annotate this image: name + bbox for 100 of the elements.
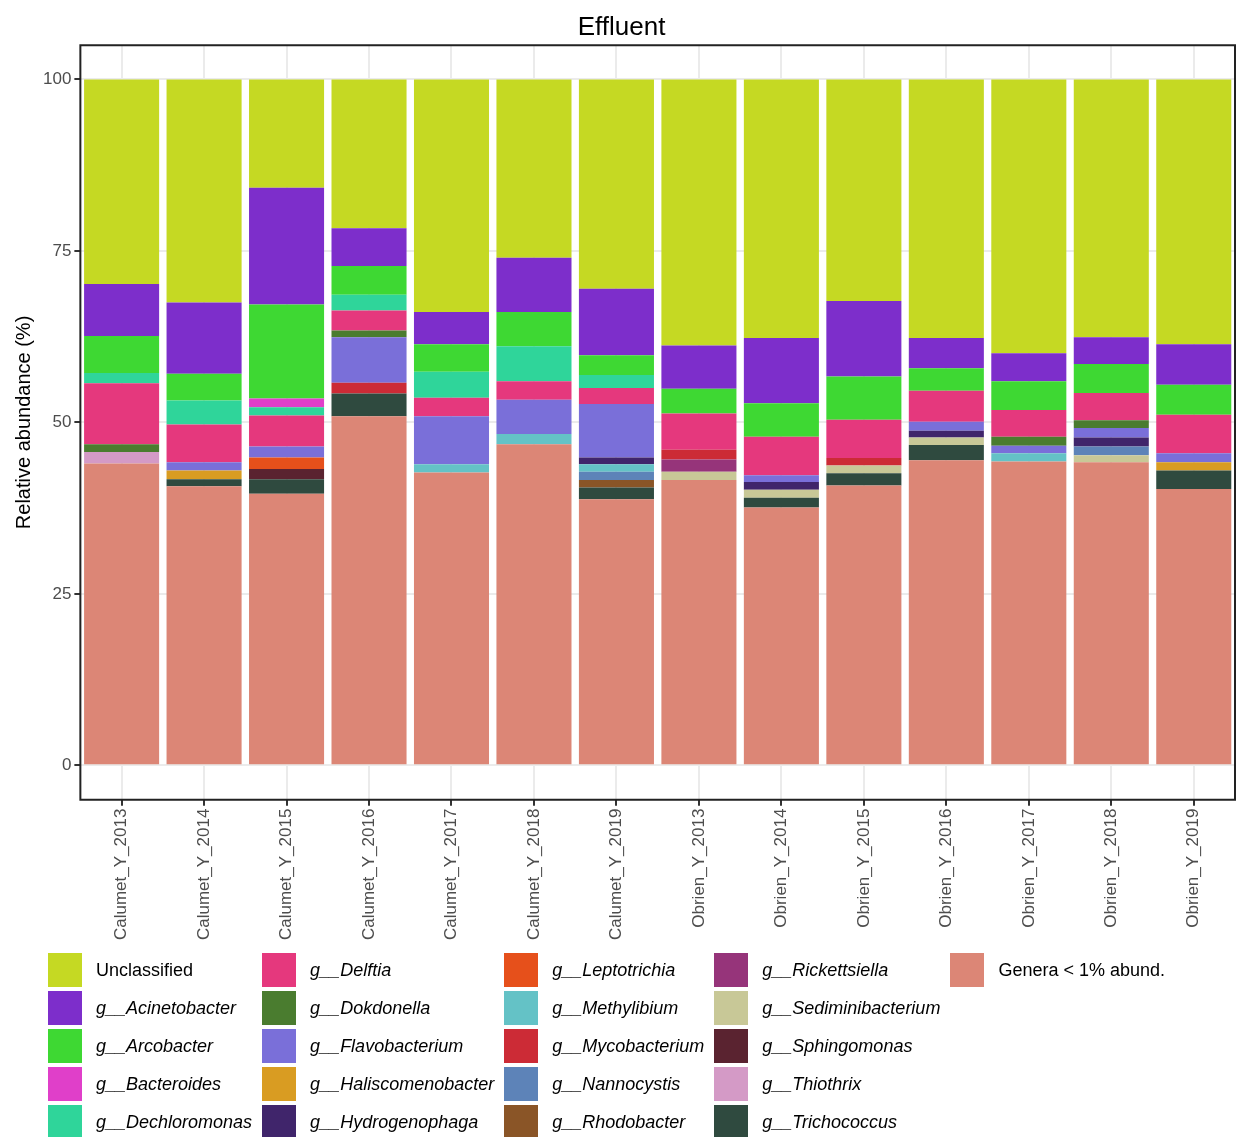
bar — [84, 373, 160, 384]
legend-label: g__Rhodobacter — [552, 1111, 686, 1133]
bar — [249, 407, 325, 416]
bar — [661, 413, 737, 450]
bar — [496, 381, 572, 400]
bar — [578, 288, 654, 356]
bar — [991, 410, 1067, 437]
bar — [331, 294, 407, 311]
legend-label: g__Trichococcus — [762, 1111, 898, 1133]
bar — [496, 312, 572, 347]
bar — [826, 473, 902, 486]
x-tick-label: Obrien_Y_2014 — [771, 808, 791, 928]
bar — [1156, 462, 1232, 471]
bar — [1156, 453, 1232, 463]
bar — [661, 79, 737, 346]
x-tick-label: Obrien_Y_2019 — [1183, 808, 1203, 928]
x-tick-label: Obrien_Y_2018 — [1100, 808, 1120, 928]
bar — [496, 434, 572, 445]
legend-label: Genera < 1% abund. — [998, 959, 1165, 981]
bar — [249, 415, 325, 447]
bar — [84, 283, 160, 336]
bar — [1156, 79, 1232, 345]
legend-label: Unclassified — [96, 959, 194, 981]
bar — [826, 301, 902, 377]
bar — [84, 463, 160, 765]
y-tick-label: 75 — [52, 240, 72, 260]
bar — [908, 445, 984, 461]
bar — [578, 457, 654, 465]
bar — [826, 485, 902, 765]
bar — [743, 79, 819, 339]
bar — [331, 310, 407, 331]
bar — [991, 445, 1067, 454]
bar — [578, 375, 654, 389]
bar — [166, 424, 242, 463]
bar — [331, 337, 407, 383]
x-tick-label: Obrien_Y_2013 — [688, 808, 708, 928]
bar — [1073, 337, 1149, 365]
bar — [1073, 427, 1149, 438]
bar — [908, 390, 984, 422]
bar — [661, 471, 737, 481]
bar — [991, 353, 1067, 382]
bar — [166, 470, 242, 480]
bar — [166, 373, 242, 401]
x-tick-label: Calumet_Y_2019 — [606, 808, 626, 941]
bar — [908, 79, 984, 339]
bar — [991, 453, 1067, 462]
bar — [1073, 446, 1149, 456]
bar — [166, 302, 242, 374]
bar — [413, 472, 490, 765]
bar — [331, 393, 407, 417]
bar — [578, 499, 654, 765]
y-tick-label: 0 — [61, 755, 72, 775]
legend-label: g__Sphingomonas — [762, 1035, 913, 1057]
bar — [249, 187, 325, 305]
legend-label: g__Delftia — [310, 959, 392, 981]
bar — [991, 436, 1067, 446]
bar — [249, 398, 325, 408]
bar — [249, 493, 325, 765]
legend-label: g__Nannocystis — [552, 1073, 681, 1095]
bar — [1156, 384, 1232, 415]
bar — [249, 457, 325, 470]
x-tick-label: Calumet_Y_2013 — [111, 808, 131, 941]
legend-label: g__Mycobacterium — [552, 1035, 705, 1057]
bar — [826, 419, 902, 459]
bar — [661, 449, 737, 460]
y-axis-title: Relative abundance (%) — [11, 315, 34, 530]
chart-title: Effluent — [577, 10, 667, 41]
bar — [908, 368, 984, 391]
legend-label: g__Flavobacterium — [310, 1035, 464, 1057]
bar — [1156, 470, 1232, 489]
bar — [413, 312, 490, 345]
legend-label: g__Dokdonella — [310, 997, 431, 1019]
bar — [1156, 488, 1232, 765]
x-tick-label: Calumet_Y_2014 — [193, 808, 213, 941]
bar — [578, 355, 654, 376]
bar — [991, 461, 1067, 765]
bar — [1073, 79, 1149, 338]
bar — [743, 403, 819, 437]
x-tick-label: Obrien_Y_2015 — [853, 808, 873, 928]
bar — [908, 338, 984, 369]
bar — [661, 345, 737, 389]
x-tick-label: Calumet_Y_2015 — [276, 808, 296, 941]
bar — [84, 444, 160, 452]
bar — [908, 430, 984, 438]
bar — [1073, 462, 1149, 765]
bar — [578, 464, 654, 472]
bar — [826, 79, 902, 302]
legend-label: g__Dechloromonas — [96, 1111, 253, 1133]
bar — [1156, 344, 1232, 385]
bar — [84, 79, 160, 284]
legend-label: g__Arcobacter — [96, 1035, 214, 1057]
x-tick-label: Calumet_Y_2016 — [358, 808, 378, 941]
legend-label: g__Leptotrichia — [552, 959, 676, 981]
bar — [661, 480, 737, 765]
legend-label: g__Sediminibacterium — [762, 997, 941, 1019]
bar — [331, 228, 407, 267]
bar — [413, 371, 490, 398]
legend-label: g__Bacteroides — [96, 1073, 222, 1095]
bar — [84, 383, 160, 445]
bar — [496, 257, 572, 312]
